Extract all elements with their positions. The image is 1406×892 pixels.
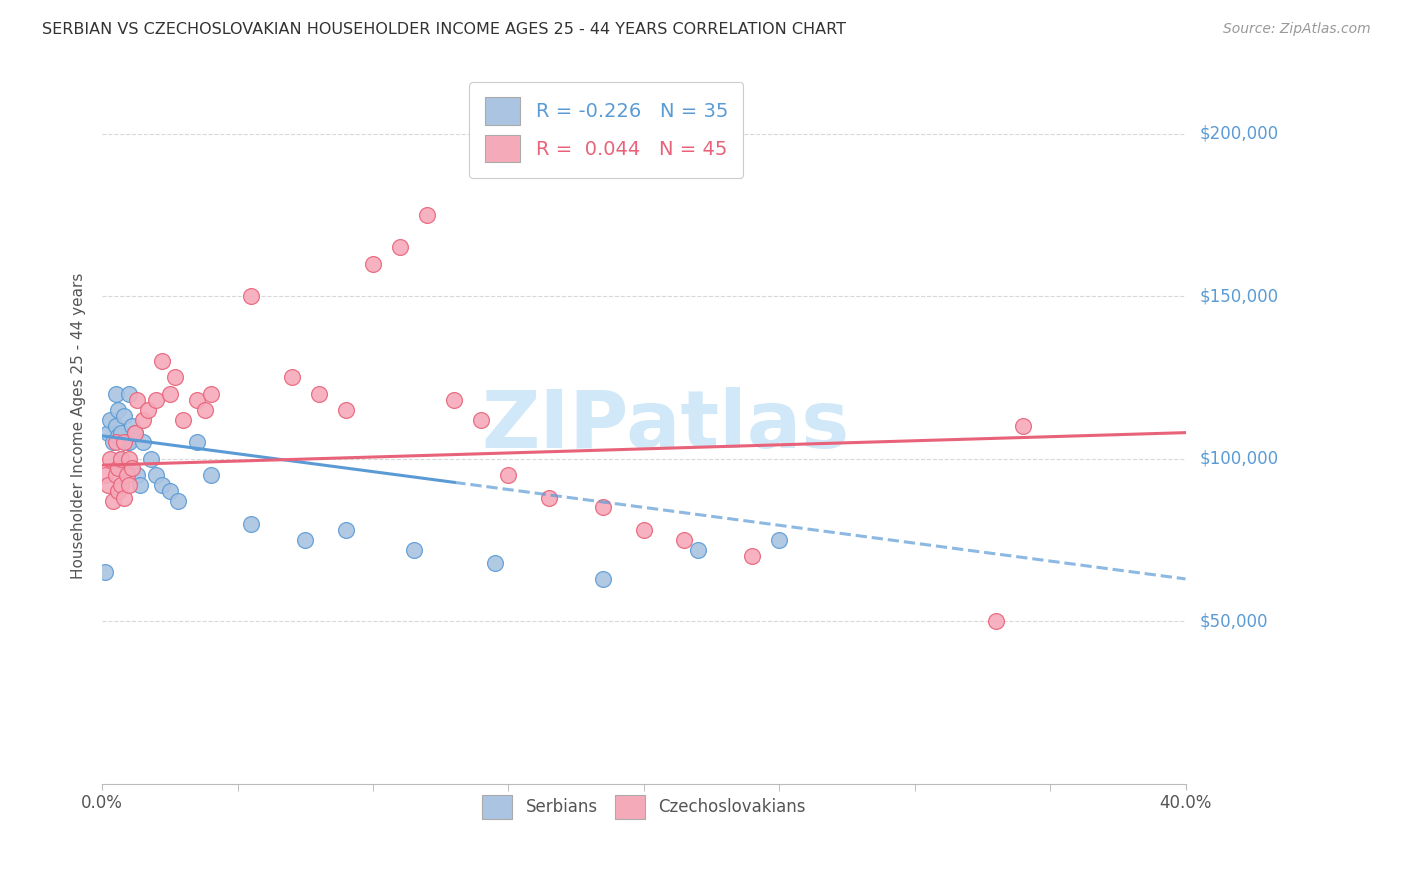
Text: $50,000: $50,000 — [1199, 612, 1268, 630]
Point — [121, 461, 143, 475]
Point — [186, 393, 208, 408]
Point — [484, 556, 506, 570]
Point — [402, 542, 425, 557]
Point — [200, 467, 222, 482]
Point — [200, 386, 222, 401]
Text: SERBIAN VS CZECHOSLOVAKIAN HOUSEHOLDER INCOME AGES 25 - 44 YEARS CORRELATION CHA: SERBIAN VS CZECHOSLOVAKIAN HOUSEHOLDER I… — [42, 22, 846, 37]
Point — [104, 467, 127, 482]
Point — [984, 614, 1007, 628]
Point — [124, 425, 146, 440]
Point — [104, 419, 127, 434]
Point — [112, 409, 135, 424]
Text: ZIPatlas: ZIPatlas — [481, 387, 849, 465]
Point — [165, 370, 187, 384]
Point — [132, 435, 155, 450]
Point — [498, 467, 520, 482]
Point — [768, 533, 790, 547]
Point — [1012, 419, 1035, 434]
Point — [115, 467, 138, 482]
Point — [145, 467, 167, 482]
Point — [112, 435, 135, 450]
Point — [281, 370, 304, 384]
Point — [633, 523, 655, 537]
Text: Source: ZipAtlas.com: Source: ZipAtlas.com — [1223, 22, 1371, 37]
Point — [150, 354, 173, 368]
Point — [335, 523, 357, 537]
Point — [159, 484, 181, 499]
Point — [294, 533, 316, 547]
Point — [592, 500, 614, 515]
Point — [110, 451, 132, 466]
Point — [129, 477, 152, 491]
Point — [186, 435, 208, 450]
Point — [150, 477, 173, 491]
Point — [159, 386, 181, 401]
Point — [101, 435, 124, 450]
Point — [118, 477, 141, 491]
Point — [104, 435, 127, 450]
Point — [538, 491, 561, 505]
Point — [94, 467, 117, 482]
Point — [107, 484, 129, 499]
Point — [673, 533, 696, 547]
Point — [110, 477, 132, 491]
Point — [389, 240, 412, 254]
Point — [686, 542, 709, 557]
Point — [416, 208, 439, 222]
Text: $200,000: $200,000 — [1199, 125, 1278, 143]
Point — [97, 477, 120, 491]
Point — [98, 451, 121, 466]
Point — [240, 289, 263, 303]
Point — [361, 256, 384, 270]
Point — [592, 572, 614, 586]
Point — [107, 429, 129, 443]
Point — [335, 402, 357, 417]
Point — [194, 402, 217, 417]
Point — [112, 491, 135, 505]
Point — [127, 393, 149, 408]
Point — [107, 402, 129, 417]
Point — [104, 386, 127, 401]
Point — [98, 412, 121, 426]
Point — [110, 425, 132, 440]
Point — [118, 435, 141, 450]
Point — [107, 461, 129, 475]
Point — [101, 494, 124, 508]
Point — [136, 402, 159, 417]
Point — [240, 516, 263, 531]
Point — [741, 549, 763, 564]
Point — [470, 412, 492, 426]
Point — [124, 425, 146, 440]
Point — [110, 451, 132, 466]
Y-axis label: Householder Income Ages 25 - 44 years: Householder Income Ages 25 - 44 years — [72, 273, 86, 579]
Point — [308, 386, 330, 401]
Point — [118, 386, 141, 401]
Point — [172, 412, 194, 426]
Point — [443, 393, 465, 408]
Point — [94, 566, 117, 580]
Legend: Serbians, Czechoslovakians: Serbians, Czechoslovakians — [475, 789, 813, 825]
Text: $100,000: $100,000 — [1199, 450, 1278, 467]
Point — [139, 451, 162, 466]
Point — [145, 393, 167, 408]
Point — [121, 419, 143, 434]
Point — [132, 412, 155, 426]
Point — [118, 451, 141, 466]
Point — [167, 494, 190, 508]
Point — [112, 461, 135, 475]
Text: $150,000: $150,000 — [1199, 287, 1278, 305]
Point — [97, 425, 120, 440]
Point — [127, 467, 149, 482]
Point — [115, 435, 138, 450]
